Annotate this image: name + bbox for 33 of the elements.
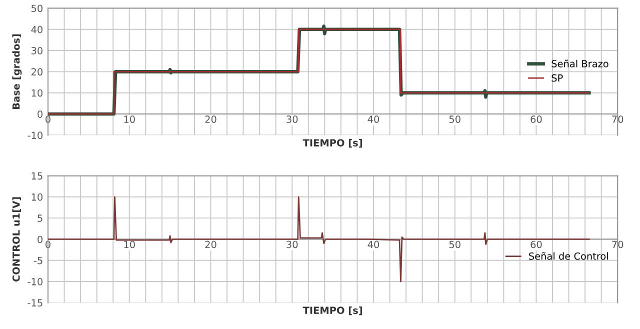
y-tick-label: 20 [31, 68, 42, 76]
y-tick-label: 0 [38, 110, 42, 118]
y-tick-label: -10 [28, 132, 42, 139]
x-tick-label: 50 [449, 240, 460, 248]
x-tick-label: 30 [286, 116, 298, 123]
y-tick-label: 0 [38, 236, 42, 244]
legend-label: Señal Brazo [552, 60, 608, 68]
legend-label: SP [552, 74, 563, 82]
x-tick-label: 10 [124, 240, 135, 248]
x-axis-title: TIEMPO [s] [302, 306, 362, 316]
x-tick-label: 30 [286, 240, 298, 248]
y-tick-label: 15 [32, 172, 42, 180]
y-tick-label: -10 [28, 278, 42, 286]
x-tick-label: 40 [368, 240, 380, 248]
y-tick-label: 40 [31, 26, 42, 34]
x-tick-label: 50 [449, 116, 460, 123]
y-tick-label: 50 [32, 4, 42, 12]
x-tick-label: 10 [124, 116, 135, 123]
y-tick-label: 10 [32, 193, 42, 201]
x-tick-label: 60 [530, 116, 542, 123]
x-axis-title: TIEMPO [s] [302, 138, 362, 148]
y-axis-title: CONTROL u1[V] [12, 197, 21, 282]
x-tick-label: 40 [368, 116, 380, 123]
y-tick-label: 10 [32, 89, 42, 97]
y-tick-label: 5 [38, 214, 42, 222]
y-tick-label: -5 [34, 256, 42, 264]
y-tick-label: -15 [28, 299, 42, 307]
y-tick-label: 30 [32, 47, 42, 54]
x-tick-label: 60 [530, 240, 542, 248]
y-axis-title: Base [grados] [12, 34, 22, 109]
x-tick-label: 20 [205, 116, 216, 123]
legend-label: Señal de Control [529, 252, 608, 260]
x-tick-label: 20 [205, 240, 216, 248]
